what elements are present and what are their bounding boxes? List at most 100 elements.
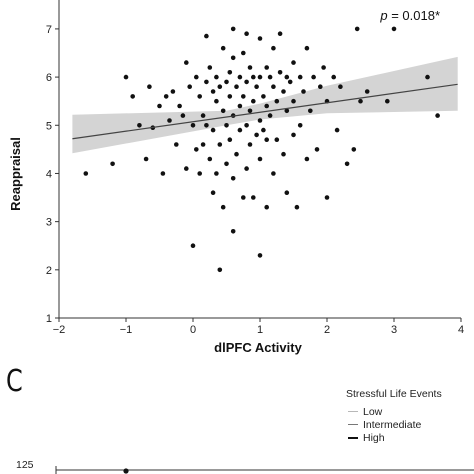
data-point [297, 74, 303, 80]
data-point [217, 84, 223, 89]
data-point [241, 94, 246, 99]
y-tick-label: 6 [46, 72, 52, 84]
data-point [160, 171, 166, 176]
data-point [214, 98, 219, 104]
data-point [237, 103, 243, 109]
data-point [297, 123, 303, 128]
data-point [264, 137, 270, 142]
data-point [147, 84, 152, 89]
data-point [123, 74, 129, 80]
x-tick-label: −1 [120, 324, 133, 336]
data-point [170, 89, 176, 94]
data-point [318, 84, 323, 89]
legend: Stressful Life Events Low Intermediate H… [346, 388, 442, 444]
data-point [257, 253, 263, 258]
data-point [217, 267, 223, 273]
data-points-layer [83, 26, 440, 273]
data-point [227, 94, 233, 99]
data-point [314, 147, 320, 152]
legend-item-high: High [348, 431, 442, 444]
x-tick-label: 0 [190, 324, 196, 336]
data-point [364, 89, 370, 94]
data-point [157, 103, 162, 109]
x-tick-label: −2 [53, 324, 66, 336]
fit-line [72, 83, 458, 140]
data-point [143, 156, 149, 162]
legend-label-intermediate: Intermediate [363, 418, 422, 431]
data-point [184, 60, 189, 65]
data-point [264, 103, 270, 109]
p-value-symbol: p [379, 8, 387, 23]
data-point [184, 166, 189, 171]
data-point [291, 132, 296, 138]
data-point [324, 195, 330, 200]
data-point [237, 74, 243, 80]
data-point [204, 123, 209, 128]
data-point [311, 74, 316, 80]
data-point [180, 113, 186, 118]
data-point [264, 65, 270, 70]
data-point [247, 65, 253, 70]
data-point [204, 33, 209, 39]
data-point [301, 89, 306, 94]
data-point [197, 171, 202, 176]
data-point [190, 243, 196, 248]
data-point [244, 123, 249, 128]
data-point [344, 161, 350, 167]
y-tick-label: 5 [46, 120, 52, 132]
data-point [351, 147, 357, 152]
p-value-text: = 0.018* [388, 8, 440, 23]
data-point [207, 156, 213, 162]
data-point [425, 74, 430, 80]
data-point [277, 31, 283, 36]
legend-item-low: Low [348, 405, 442, 418]
data-point [281, 151, 286, 157]
data-point [244, 166, 249, 171]
data-point [281, 89, 286, 94]
legend-swatch-high [348, 436, 358, 439]
data-point [187, 84, 192, 89]
data-point [274, 137, 280, 142]
data-point [284, 190, 290, 195]
data-point [304, 45, 310, 51]
data-point [163, 94, 169, 99]
next-panel-ytick-label: 125 [16, 459, 34, 471]
data-point [284, 108, 290, 114]
data-point [234, 151, 239, 157]
data-point [267, 74, 273, 80]
data-point [204, 79, 209, 85]
data-point [287, 79, 293, 85]
data-point [257, 74, 263, 80]
data-point [244, 31, 249, 36]
y-axis-title: Reappraisal [8, 137, 23, 211]
y-tick-label: 2 [46, 265, 52, 277]
data-point [261, 94, 266, 99]
data-point [254, 132, 259, 138]
data-point [251, 98, 256, 104]
data-point [220, 204, 226, 210]
data-point [230, 55, 236, 61]
data-point [177, 103, 182, 109]
data-point [247, 108, 253, 114]
data-point [197, 94, 202, 99]
data-point [207, 65, 213, 70]
data-point [224, 79, 229, 85]
data-point [257, 118, 263, 123]
legend-item-intermediate: Intermediate [348, 418, 442, 431]
x-tick-label: 1 [257, 324, 263, 336]
data-point [227, 137, 233, 142]
fit-line-layer [72, 83, 458, 140]
y-tick-label: 1 [46, 313, 52, 325]
data-point [194, 74, 199, 80]
data-point [210, 127, 216, 133]
legend-label-low: Low [363, 405, 383, 418]
data-point [271, 84, 276, 89]
data-point [220, 45, 226, 51]
data-point [217, 142, 223, 147]
x-tick-label: 2 [324, 324, 330, 336]
data-point [291, 60, 296, 65]
data-point [230, 26, 236, 32]
data-point [261, 127, 266, 133]
data-point [83, 171, 89, 176]
